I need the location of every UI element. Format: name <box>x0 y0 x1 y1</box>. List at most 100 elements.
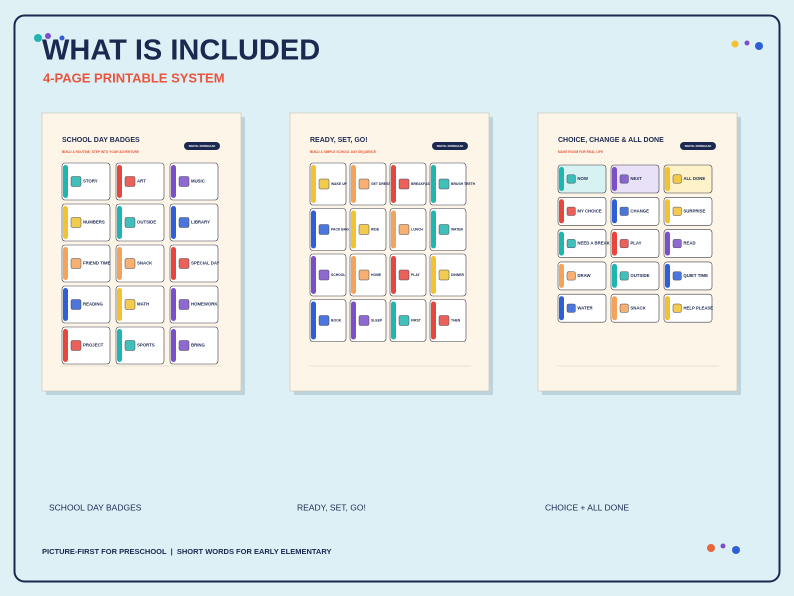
card-icon <box>438 178 450 190</box>
card-body <box>115 244 165 283</box>
card-label: SURPRISE <box>683 208 705 213</box>
card-label: OUTSIDE <box>630 273 649 278</box>
card: SNACK <box>610 293 660 323</box>
card-icon <box>398 269 410 281</box>
card-label: RIDE <box>371 227 380 231</box>
card-tab <box>351 165 356 203</box>
card-label: BRING <box>191 343 206 348</box>
card: OUTSIDE <box>115 203 165 242</box>
card-label: SLEEP <box>371 318 383 322</box>
card-icon <box>398 224 410 235</box>
card: LIBRARY <box>169 203 219 242</box>
card-icon <box>672 206 682 216</box>
card-tab <box>665 167 670 191</box>
card-icon <box>124 299 136 310</box>
card: WATER <box>557 293 607 323</box>
card-label: NEED A BREAK <box>577 241 610 246</box>
card-body <box>115 203 165 242</box>
card-label: SPORTS <box>137 343 155 348</box>
card-tab <box>351 301 356 340</box>
pages: SCHOOL DAY BADGES BUILD A ROUTINE, STEP I… <box>41 112 741 512</box>
card-tab <box>391 210 396 249</box>
card-label: NEXT <box>630 176 642 181</box>
card-icon <box>70 340 82 351</box>
card-tab <box>311 256 316 294</box>
card-label: PLAY <box>630 241 641 246</box>
card: MATH <box>115 285 165 324</box>
card-tab <box>63 206 68 239</box>
card-icon <box>318 269 330 281</box>
card-tab <box>665 199 670 224</box>
badge <box>680 142 716 150</box>
card-label: MATH <box>137 302 149 307</box>
card-tab <box>351 256 356 294</box>
card: LUNCH <box>389 208 427 251</box>
card-icon <box>438 224 450 235</box>
dot <box>744 40 750 46</box>
card-label: BRUSH TEETH <box>451 182 476 186</box>
card-label: CHANGE <box>630 208 649 213</box>
card-tab <box>665 296 670 321</box>
card-tab <box>559 231 564 256</box>
card-label: LUNCH <box>411 227 423 231</box>
card-label: LIBRARY <box>191 220 210 225</box>
page-subtitle: BUILD A SIMPLE SCHOOL DAY SEQUENCE <box>310 150 376 154</box>
printable-page: CHOICE, CHANGE & ALL DONE MAKE ROOM FOR R… <box>537 112 741 395</box>
card-tab <box>171 329 176 362</box>
card-icon <box>566 206 576 216</box>
footer: PICTURE-FIRST FOR PRESCHOOL | SHORT WORD… <box>42 547 331 556</box>
card-body <box>61 285 111 324</box>
card-icon <box>178 340 190 351</box>
card-tab <box>431 210 436 249</box>
card-tab <box>431 165 436 203</box>
card-label: READING <box>83 302 103 307</box>
card-tab <box>171 247 176 280</box>
card-body <box>610 229 660 258</box>
card: RIDE <box>349 208 387 251</box>
card: BRING <box>169 326 219 365</box>
card-icon <box>672 239 682 249</box>
dot <box>732 546 740 554</box>
card-icon <box>672 303 682 313</box>
card-tab <box>612 296 617 321</box>
card-icon <box>619 303 629 313</box>
badge <box>184 142 220 150</box>
card-body <box>169 244 219 283</box>
card-icon <box>566 303 576 313</box>
card-tab <box>63 329 68 362</box>
subtitle: 4-PAGE PRINTABLE SYSTEM <box>43 70 225 85</box>
card-body <box>169 326 219 365</box>
card: DINNER <box>429 253 467 297</box>
card-tab <box>431 256 436 294</box>
card-label: HOMEWORK <box>191 302 218 307</box>
card-tab <box>559 167 564 191</box>
card-body <box>61 244 111 283</box>
card: SPORTS <box>115 326 165 365</box>
dot <box>34 34 42 42</box>
page-caption: SCHOOL DAY BADGES <box>49 502 142 512</box>
card-body <box>115 326 165 365</box>
card-body <box>663 293 713 323</box>
card-tab <box>665 263 670 288</box>
card: NEED A BREAK <box>557 229 611 258</box>
card: SURPRISE <box>663 197 713 226</box>
page-subtitle: BUILD A ROUTINE, STEP INTO YOUR ADVENTUR… <box>62 150 139 154</box>
card-tab <box>117 329 122 362</box>
card-tab <box>171 206 176 239</box>
card-icon <box>178 176 190 187</box>
page-caption: CHOICE + ALL DONE <box>545 502 629 512</box>
card-icon <box>70 258 82 269</box>
card: PROJECT <box>61 326 111 365</box>
card: MY CHOICE <box>557 197 607 226</box>
card: PACK BAG <box>309 208 349 251</box>
card-body <box>610 293 660 323</box>
card-label: PLAY <box>411 273 420 277</box>
card-label: WAKE UP <box>331 182 348 186</box>
card-tab <box>117 165 122 198</box>
card-body <box>610 197 660 226</box>
card-tab <box>171 288 176 321</box>
card-label: GET DRESSED <box>371 182 396 186</box>
card-icon <box>318 178 330 190</box>
card-label: DINNER <box>451 273 465 277</box>
card-label: BREAKFAST <box>411 182 433 186</box>
